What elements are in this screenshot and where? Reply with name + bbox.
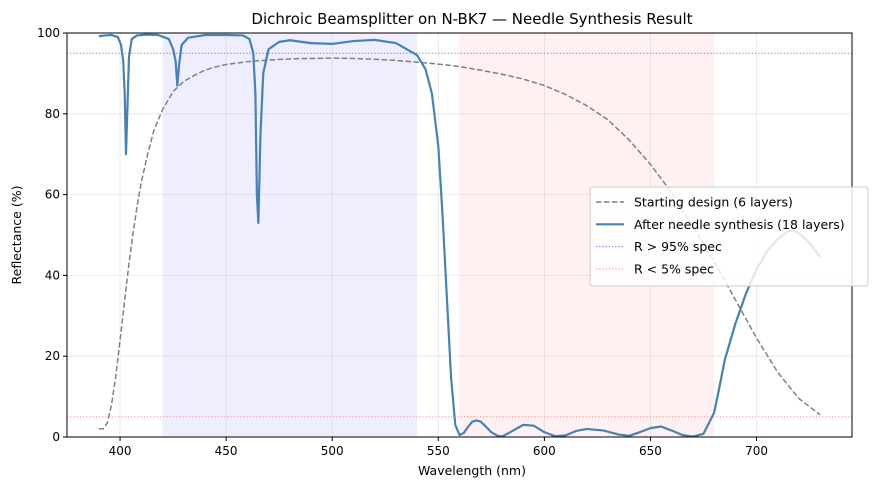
y-tick-label: 60 bbox=[45, 188, 60, 202]
series-starting-design-6-layers bbox=[98, 57, 821, 430]
x-tick-label: 500 bbox=[321, 444, 344, 458]
x-tick-label: 550 bbox=[427, 444, 450, 458]
y-tick-label: 40 bbox=[45, 268, 60, 282]
x-tick-label: 700 bbox=[745, 444, 768, 458]
y-axis-label: Reflectance (%) bbox=[9, 186, 24, 285]
series-lines bbox=[67, 33, 852, 438]
x-tick-label: 450 bbox=[215, 444, 238, 458]
legend-label-starting-design-6-layers: Starting design (6 layers) bbox=[634, 195, 793, 210]
x-tick-label: 400 bbox=[109, 444, 132, 458]
y-tick-label: 100 bbox=[37, 26, 60, 40]
legend-label-r-5-spec: R < 5% spec bbox=[634, 261, 714, 276]
y-tick-label: 0 bbox=[52, 430, 60, 444]
y-tick-label: 20 bbox=[45, 349, 60, 363]
x-tick-label: 650 bbox=[639, 444, 662, 458]
axis-ticks: 400 450 500 550 600 650 700 0 20 40 60 80 100 bbox=[37, 26, 768, 458]
legend-box bbox=[589, 186, 869, 287]
y-tick-label: 80 bbox=[45, 107, 60, 121]
chart-title: Dichroic Beamsplitter on N-BK7 — Needle … bbox=[251, 10, 692, 28]
legend: Starting design (6 layers) After needle s… bbox=[589, 186, 869, 287]
x-tick-label: 600 bbox=[533, 444, 556, 458]
legend-label-after-needle-synthesis-18-layers: After needle synthesis (18 layers) bbox=[634, 217, 845, 232]
legend-label-r-95-spec: R > 95% spec bbox=[634, 239, 722, 254]
x-axis-label: Wavelength (nm) bbox=[418, 463, 526, 478]
band-0 bbox=[162, 33, 418, 437]
series-after-needle-synthesis-18-layers bbox=[98, 33, 822, 438]
